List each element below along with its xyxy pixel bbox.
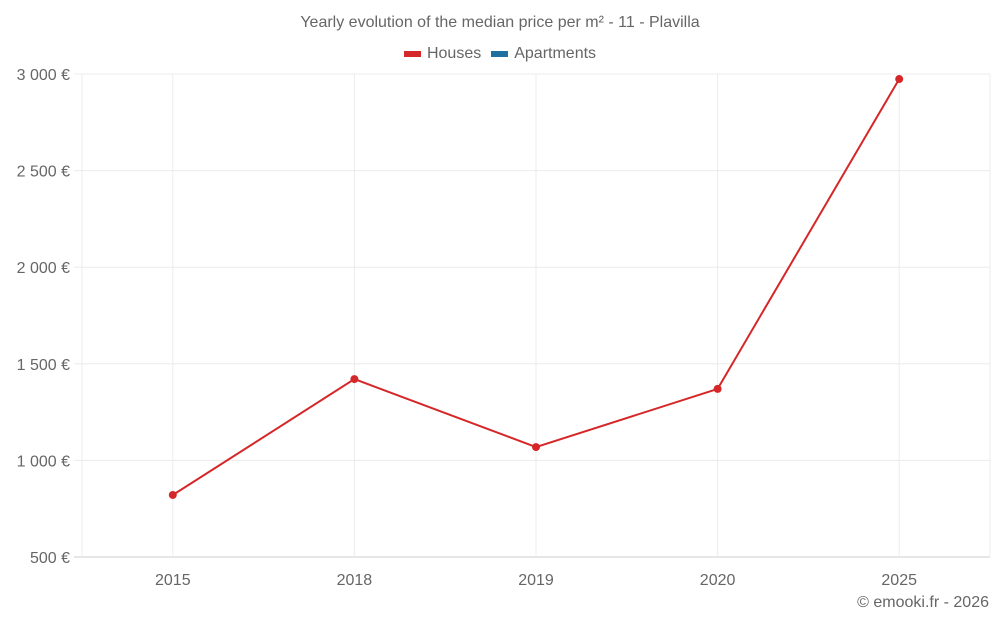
x-tick-label: 2018: [337, 572, 373, 589]
x-tick-label: 2025: [881, 572, 917, 589]
legend-label-houses: Houses: [426, 45, 482, 62]
legend: Houses Apartments: [0, 45, 1000, 63]
credit-text: © emooki.fr - 2026: [857, 594, 989, 611]
apartments-swatch-icon: [491, 51, 509, 57]
gridlines: [74, 73, 991, 558]
y-tick-label: 2 500 €: [17, 164, 70, 181]
data-point[interactable]: [713, 384, 722, 393]
data-point[interactable]: [168, 490, 177, 499]
x-tick-label: 2020: [700, 572, 736, 589]
data-point[interactable]: [350, 375, 359, 384]
chart-title: Yearly evolution of the median price per…: [300, 14, 700, 31]
series-houses: [168, 75, 904, 499]
y-tick-label: 1 500 €: [17, 357, 70, 374]
legend-item-apartments[interactable]: Apartments: [491, 45, 596, 63]
houses-swatch-icon: [403, 51, 421, 57]
y-tick-label: 500 €: [30, 550, 70, 567]
y-tick-label: 2 000 €: [17, 260, 70, 277]
y-tick-label: 3 000 €: [17, 67, 70, 84]
x-tick-label: 2019: [518, 572, 554, 589]
legend-item-houses[interactable]: Houses: [403, 45, 482, 63]
y-tick-label: 1 000 €: [17, 453, 70, 470]
data-point[interactable]: [532, 443, 540, 452]
data-point[interactable]: [895, 75, 904, 84]
y-axis: 500 € 1 000 € 1 500 € 2 000 € 2 500 € 3 000 €: [17, 67, 70, 567]
x-axis: 2015 2018 2019 2020 2025: [155, 572, 917, 589]
x-tick-label: 2015: [155, 572, 191, 589]
legend-label-apartments: Apartments: [514, 45, 597, 62]
